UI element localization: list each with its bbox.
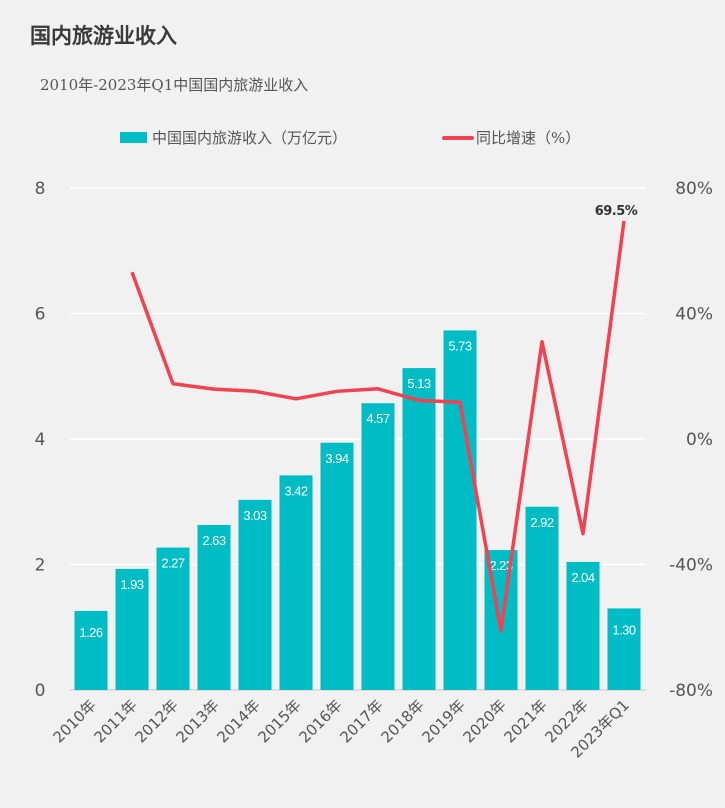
x-tick-label: 2018年 bbox=[377, 696, 427, 746]
bar-data-label: 4.57 bbox=[366, 411, 390, 426]
y-tick-label: 0 bbox=[35, 681, 46, 701]
bar-data-label: 3.42 bbox=[284, 483, 308, 498]
bar-data-label: 5.73 bbox=[448, 338, 472, 353]
legend-label: 同比增速（%） bbox=[476, 129, 580, 147]
bar bbox=[156, 547, 190, 690]
y-tick-label: 8 bbox=[35, 179, 46, 199]
bar bbox=[238, 499, 272, 690]
x-tick-label: 2016年 bbox=[295, 696, 345, 746]
growth-line bbox=[130, 220, 626, 633]
bar-data-label: 3.03 bbox=[243, 508, 267, 523]
bar bbox=[320, 442, 354, 690]
x-tick-label: 2013年 bbox=[172, 696, 222, 746]
bar bbox=[402, 368, 436, 690]
legend-swatch-bar bbox=[120, 132, 147, 143]
bar-data-label: 1.26 bbox=[79, 625, 103, 640]
y-tick-label: 2 bbox=[35, 556, 46, 576]
y2-tick-label: -40% bbox=[669, 556, 713, 576]
bar-data-label: 1.30 bbox=[612, 622, 636, 637]
bar-data-label: 2.04 bbox=[571, 570, 595, 585]
bar-data-label: 2.63 bbox=[202, 533, 226, 548]
bar-data-label: 2.92 bbox=[530, 515, 554, 530]
y2-tick-label: -80% bbox=[669, 681, 713, 701]
x-tick-label: 2020年 bbox=[459, 696, 509, 746]
line-annotation: 69.5% bbox=[595, 204, 638, 219]
legend-label: 中国国内旅游收入（万亿元） bbox=[152, 129, 347, 147]
page-title: 国内旅游业收入 bbox=[30, 24, 177, 48]
chart-subtitle: 2010年-2023年Q1中国国内旅游业收入 bbox=[40, 76, 309, 94]
bar-data-label: 5.13 bbox=[407, 376, 431, 391]
bar bbox=[279, 475, 313, 690]
y-tick-label: 6 bbox=[35, 305, 46, 325]
x-tick-label: 2012年 bbox=[131, 696, 181, 746]
bar-data-label: 1.93 bbox=[120, 577, 144, 592]
y2-tick-label: 40% bbox=[675, 305, 713, 325]
x-tick-label: 2010年 bbox=[49, 696, 99, 746]
x-tick-label: 2014年 bbox=[213, 696, 263, 746]
bar bbox=[197, 524, 231, 690]
bar bbox=[566, 561, 600, 690]
bar-data-label: 3.94 bbox=[325, 451, 349, 466]
bar bbox=[443, 330, 477, 690]
x-tick-label: 2011年 bbox=[90, 696, 140, 746]
y2-tick-label: 0% bbox=[686, 430, 713, 450]
bar bbox=[607, 608, 641, 690]
bar bbox=[525, 506, 559, 690]
x-tick-label: 2017年 bbox=[336, 696, 386, 746]
bar-data-label: 2.27 bbox=[161, 556, 185, 571]
y2-tick-label: 80% bbox=[675, 179, 713, 199]
x-tick-label: 2015年 bbox=[254, 696, 304, 746]
y-tick-label: 4 bbox=[35, 430, 46, 450]
bar-data-label: 2.23 bbox=[489, 558, 513, 573]
bar bbox=[361, 403, 395, 690]
x-tick-label: 2021年 bbox=[500, 696, 550, 746]
bar bbox=[115, 568, 149, 690]
x-tick-label: 2019年 bbox=[418, 696, 468, 746]
bar bbox=[74, 610, 108, 690]
